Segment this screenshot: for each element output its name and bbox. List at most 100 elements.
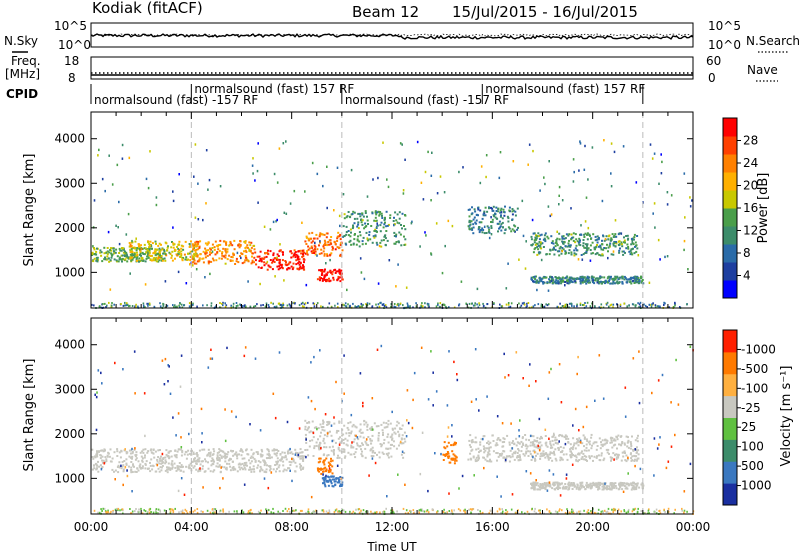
echo-cell — [443, 441, 446, 444]
echo-cell — [328, 478, 331, 481]
echo-cell — [345, 216, 348, 219]
echo-cell — [304, 419, 307, 422]
echo-cell — [542, 238, 545, 241]
echo-cell — [600, 443, 603, 446]
echo-cell — [542, 282, 545, 285]
echo-cell — [383, 438, 386, 441]
echo-cell — [370, 448, 373, 451]
echo-cell — [158, 251, 161, 254]
echo-cell — [130, 512, 133, 515]
echo-cell — [361, 431, 364, 434]
echo-cell — [127, 257, 130, 260]
echo-cell — [240, 256, 242, 260]
echo-cell — [222, 455, 225, 458]
echo-cell — [321, 279, 324, 282]
echo-cell — [178, 249, 181, 251]
echo-cell — [313, 447, 316, 450]
echo-cell — [121, 257, 124, 260]
echo-cell — [170, 455, 173, 458]
echo-cell — [268, 306, 270, 309]
echo-cell — [121, 157, 124, 160]
echo-cell — [508, 209, 511, 212]
echo-cell — [328, 280, 331, 283]
echo-cell — [392, 220, 395, 222]
echo-cell — [561, 249, 563, 253]
echo-cell — [202, 257, 205, 260]
echo-cell — [582, 434, 585, 437]
echo-cell — [121, 465, 124, 468]
echo-cell — [345, 231, 348, 233]
echo-cell — [393, 216, 395, 219]
echo-cell — [593, 483, 596, 486]
echo-cell — [208, 452, 210, 455]
echo-cell — [391, 510, 394, 513]
echo-cell — [391, 443, 393, 446]
echo-cell — [354, 456, 357, 459]
echo-cell — [147, 256, 150, 259]
echo-cell — [217, 248, 220, 251]
echo-cell — [113, 470, 115, 473]
echo-cell — [561, 435, 564, 438]
echo-cell — [328, 509, 331, 512]
echo-cell — [152, 259, 155, 262]
echo-cell — [616, 275, 619, 278]
echo-cell — [319, 457, 322, 460]
nsearch-label: N.Search — [746, 34, 800, 48]
echo-cell — [508, 441, 511, 444]
echo-cell — [617, 456, 619, 459]
echo-cell — [182, 470, 185, 473]
echo-cell — [422, 509, 424, 512]
echo-cell — [177, 247, 180, 250]
echo-cell — [473, 474, 475, 477]
echo-cell — [663, 301, 665, 304]
echo-cell — [571, 463, 574, 466]
echo-cell — [305, 512, 307, 515]
echo-cell — [637, 254, 640, 257]
echo-cell — [331, 245, 334, 248]
echo-cell — [265, 508, 267, 511]
echo-cell — [604, 442, 607, 445]
echo-cell — [156, 258, 159, 261]
echo-cell — [249, 305, 252, 308]
echo-cell — [219, 239, 222, 242]
echo-cell — [236, 470, 239, 473]
echo-cell — [110, 256, 113, 259]
echo-cell — [488, 449, 491, 452]
colorbar-swatch — [723, 280, 737, 299]
echo-cell — [194, 143, 197, 146]
echo-cell — [630, 484, 633, 487]
echo-cell — [616, 280, 619, 283]
echo-cell — [602, 397, 605, 400]
echo-cell — [609, 456, 612, 459]
echo-cell — [285, 212, 288, 215]
echo-cell — [608, 452, 610, 455]
echo-cell — [608, 275, 610, 278]
echo-cell — [150, 254, 153, 257]
echo-cell — [580, 224, 582, 227]
echo-cell — [406, 306, 409, 309]
echo-cell — [91, 468, 94, 471]
echo-cell — [623, 236, 625, 239]
echo-cell — [237, 261, 240, 264]
echo-cell — [339, 242, 342, 245]
echo-cell — [517, 459, 520, 462]
echo-cell — [624, 251, 626, 254]
echo-cell — [277, 258, 279, 261]
echo-cell — [337, 446, 340, 449]
echo-cell — [498, 454, 501, 457]
echo-cell — [181, 306, 184, 309]
echo-cell — [615, 235, 618, 238]
echo-cell — [168, 457, 171, 460]
echo-cell — [337, 235, 340, 238]
echo-cell — [614, 439, 617, 442]
echo-cell — [615, 458, 618, 461]
echo-cell — [350, 243, 353, 246]
echo-cell — [126, 451, 129, 454]
echo-cell — [121, 260, 123, 263]
echo-cell — [93, 509, 96, 512]
echo-cell — [482, 229, 485, 231]
echo-cell — [160, 259, 163, 262]
echo-cell — [340, 269, 343, 272]
echo-cell — [171, 460, 174, 463]
echo-cell — [130, 254, 133, 257]
